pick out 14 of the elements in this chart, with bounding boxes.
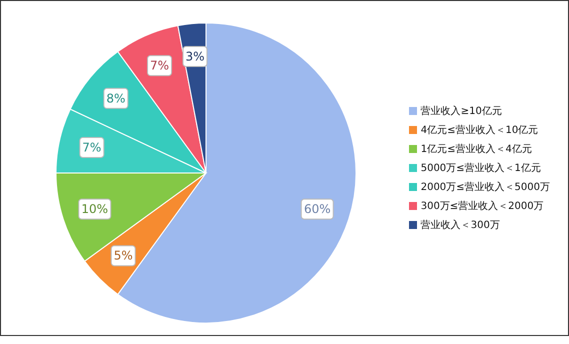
data-label: 10% xyxy=(81,202,108,216)
data-label: 7% xyxy=(150,58,170,73)
data-label: 8% xyxy=(106,91,126,106)
legend-label: 2000万≤营业收入＜5000万 xyxy=(420,182,550,192)
legend-label: 5000万≤营业收入＜1亿元 xyxy=(420,162,541,174)
legend-label: 营业收入≥10亿元 xyxy=(420,106,502,116)
data-label: 7% xyxy=(82,140,102,154)
legend-label: 1亿元≤营业收入＜4亿元 xyxy=(420,144,532,154)
data-label: 3% xyxy=(185,50,205,64)
legend-label: 300万≤营业收入＜2000万 xyxy=(420,200,544,212)
data-label: 60% xyxy=(304,202,331,216)
legend-label: 营业收入＜300万 xyxy=(420,220,500,230)
data-label: 5% xyxy=(114,248,133,263)
legend-label: 4亿元≤营业收入＜10亿元 xyxy=(420,124,538,136)
